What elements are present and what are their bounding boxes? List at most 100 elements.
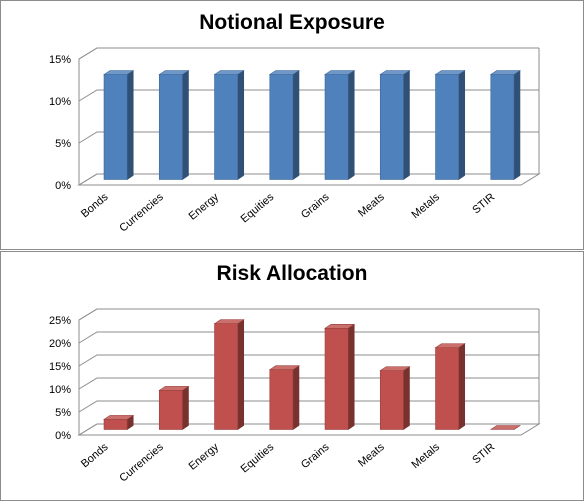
x-tick-label: Meats — [356, 441, 387, 470]
notional-exposure-chart: Notional Exposure 0% 5% 10% 15% Bonds Currenc… — [0, 0, 584, 250]
y-tick-label: 10% — [49, 384, 71, 396]
bar-front — [214, 323, 239, 430]
bar-front — [158, 390, 183, 430]
bar — [324, 323, 356, 431]
bar — [103, 69, 135, 181]
floor — [77, 423, 541, 436]
bar-side — [292, 69, 300, 181]
x-tick-label: Meats — [356, 191, 387, 220]
x-tick-label: Equities — [239, 191, 277, 226]
y-tick-label: 0% — [55, 180, 71, 192]
bar-front — [269, 369, 294, 430]
y-tick-label: 5% — [55, 138, 71, 150]
bar-top — [158, 386, 190, 391]
bar-top — [158, 70, 190, 75]
back-wall — [97, 309, 539, 424]
bar — [434, 343, 466, 431]
bar — [158, 385, 190, 431]
bar-top — [213, 70, 245, 75]
x-tick-label: STIR — [470, 441, 497, 466]
bar-top — [324, 324, 356, 329]
x-tick-label: Energy — [187, 441, 222, 473]
bar-top — [213, 319, 245, 324]
bar — [379, 69, 411, 181]
bar-top — [379, 70, 411, 75]
bar-side — [403, 69, 410, 181]
bar-top — [434, 70, 466, 75]
bar-side — [347, 69, 355, 181]
bar — [103, 414, 135, 431]
bar-front — [490, 74, 515, 180]
x-tick-label: Energy — [187, 191, 222, 223]
bar-side — [403, 366, 410, 431]
bar — [268, 69, 300, 181]
y-tick-label: 15% — [49, 361, 71, 373]
bar-front — [435, 347, 460, 430]
bar-front — [324, 328, 349, 430]
x-tick-label: Grains — [299, 441, 332, 471]
bar — [489, 69, 521, 181]
bar — [434, 69, 466, 181]
bar-front — [379, 370, 404, 430]
bar-side — [347, 323, 355, 431]
bar-top — [103, 70, 135, 75]
bar — [268, 365, 300, 431]
bar-front — [103, 74, 128, 180]
bar-side — [237, 319, 245, 431]
bar — [324, 69, 356, 181]
bar-side — [182, 385, 189, 431]
risk-allocation-chart: Risk Allocation 0% 5% 10% 15% 20% 25% Bonds Cur… — [0, 251, 584, 501]
side-wall — [78, 308, 98, 435]
bar-top — [379, 366, 411, 371]
chart-title: Notional Exposure — [199, 11, 385, 34]
bar-side — [458, 69, 466, 181]
y-tick-label: 5% — [55, 407, 71, 419]
bar-front — [214, 74, 239, 180]
bar-front — [435, 74, 460, 180]
y-tick-label: 25% — [49, 315, 71, 327]
bar — [489, 425, 521, 430]
bar — [213, 319, 245, 431]
bar-top — [268, 365, 300, 370]
bar-top — [268, 70, 300, 75]
x-tick-label: STIR — [470, 191, 497, 216]
bar-side — [458, 343, 466, 431]
bar-front — [324, 74, 349, 180]
bar-top — [489, 70, 521, 75]
x-tick-label: Metals — [410, 191, 443, 221]
x-tick-label: Bonds — [79, 441, 111, 471]
y-tick-label: 10% — [49, 96, 71, 108]
back-wall — [97, 48, 539, 174]
y-tick-label: 0% — [55, 430, 71, 442]
bar-side — [237, 69, 245, 181]
x-tick-label: Currencies — [117, 191, 166, 235]
side-wall — [78, 47, 98, 185]
bar-side — [292, 365, 300, 431]
gridline — [78, 308, 539, 321]
x-tick-label: Currencies — [117, 441, 166, 485]
y-tick-label: 20% — [49, 338, 71, 350]
bar-top — [324, 70, 356, 75]
bar-front — [269, 74, 294, 180]
bar-side — [513, 69, 521, 181]
notional-exposure-plot: 0% 5% 10% 15% Bonds Currencies Energy Equities G… — [49, 47, 541, 235]
bar — [158, 69, 190, 181]
x-tick-label: Equities — [239, 441, 277, 476]
bar-front — [158, 74, 183, 180]
x-tick-label: Metals — [410, 441, 443, 471]
gridline — [78, 331, 539, 344]
risk-allocation-plot: 0% 5% 10% 15% 20% 25% Bonds Currencies Energy Equ… — [49, 308, 541, 485]
y-tick-label: 15% — [49, 54, 71, 66]
bar-front — [103, 419, 128, 430]
bar-top — [489, 425, 521, 430]
x-tick-label: Grains — [299, 191, 332, 221]
gridline — [78, 354, 539, 367]
bar-front — [379, 74, 404, 180]
bar-side — [126, 69, 134, 181]
bar-side — [182, 69, 189, 181]
bar-top — [434, 343, 466, 348]
chart-title: Risk Allocation — [216, 262, 368, 285]
bar-top — [103, 415, 135, 420]
bar — [213, 69, 245, 181]
gridline — [78, 47, 539, 60]
